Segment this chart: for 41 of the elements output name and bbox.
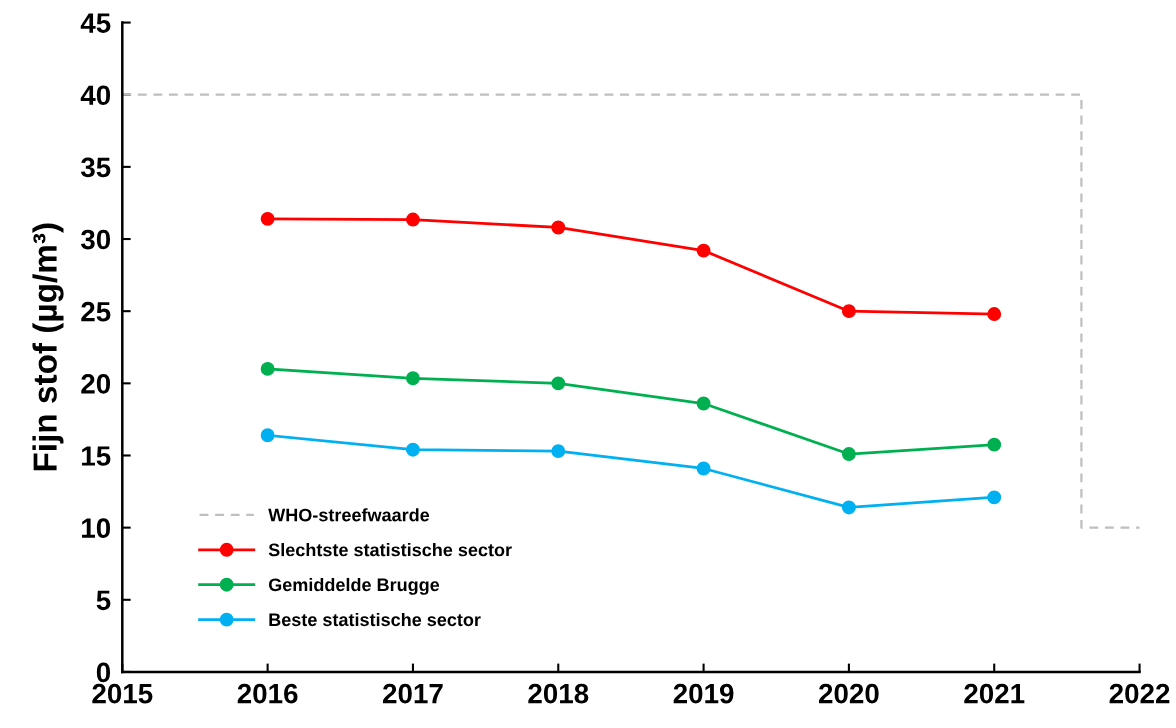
legend-label: WHO-streefwaarde [268,508,430,522]
point [405,442,420,457]
y-tick-label: 35 [80,157,111,178]
y-tick-label: 10 [82,518,111,538]
x-tick-label: 2020 [818,683,879,704]
y-tick-label: 15 [82,446,111,466]
x-tick-label: 2021 [964,683,1025,704]
point [841,304,856,319]
x-tick-label: 2017 [383,683,443,704]
y-tick-label: 5 [96,590,111,611]
point [260,428,275,443]
point [260,361,275,376]
point [987,490,1002,505]
point [841,500,856,515]
point [551,376,566,391]
point [551,444,566,459]
point [987,307,1002,322]
y-axis-title: Fijn stof (µg/m³) [32,223,64,471]
point [405,212,420,227]
x-tick-label: 2016 [237,683,298,704]
point [696,243,711,258]
y-tick-label: 20 [81,374,111,394]
point [987,437,1002,452]
y-tick-label: 0 [96,662,111,683]
y-tick-label: 30 [80,229,111,250]
y-tick-label: 40 [80,85,111,106]
point [551,220,566,235]
y-tick-label: 45 [80,13,111,33]
point [841,447,856,461]
point [696,461,711,476]
x-tick-label: 2015 [92,683,153,704]
x-tick-label: 2019 [673,683,734,704]
x-tick-label: 2018 [528,683,589,704]
point [260,211,275,226]
legend-label: Beste statistische sector [269,612,481,627]
x-tick-label: 2022 [1109,683,1170,704]
legend-label: Gemiddelde Brugge [268,577,440,595]
point [405,371,420,386]
point [696,396,711,411]
legend-label: Slechtste statistische sector [268,543,512,557]
y-tick-label: 25 [81,301,111,322]
